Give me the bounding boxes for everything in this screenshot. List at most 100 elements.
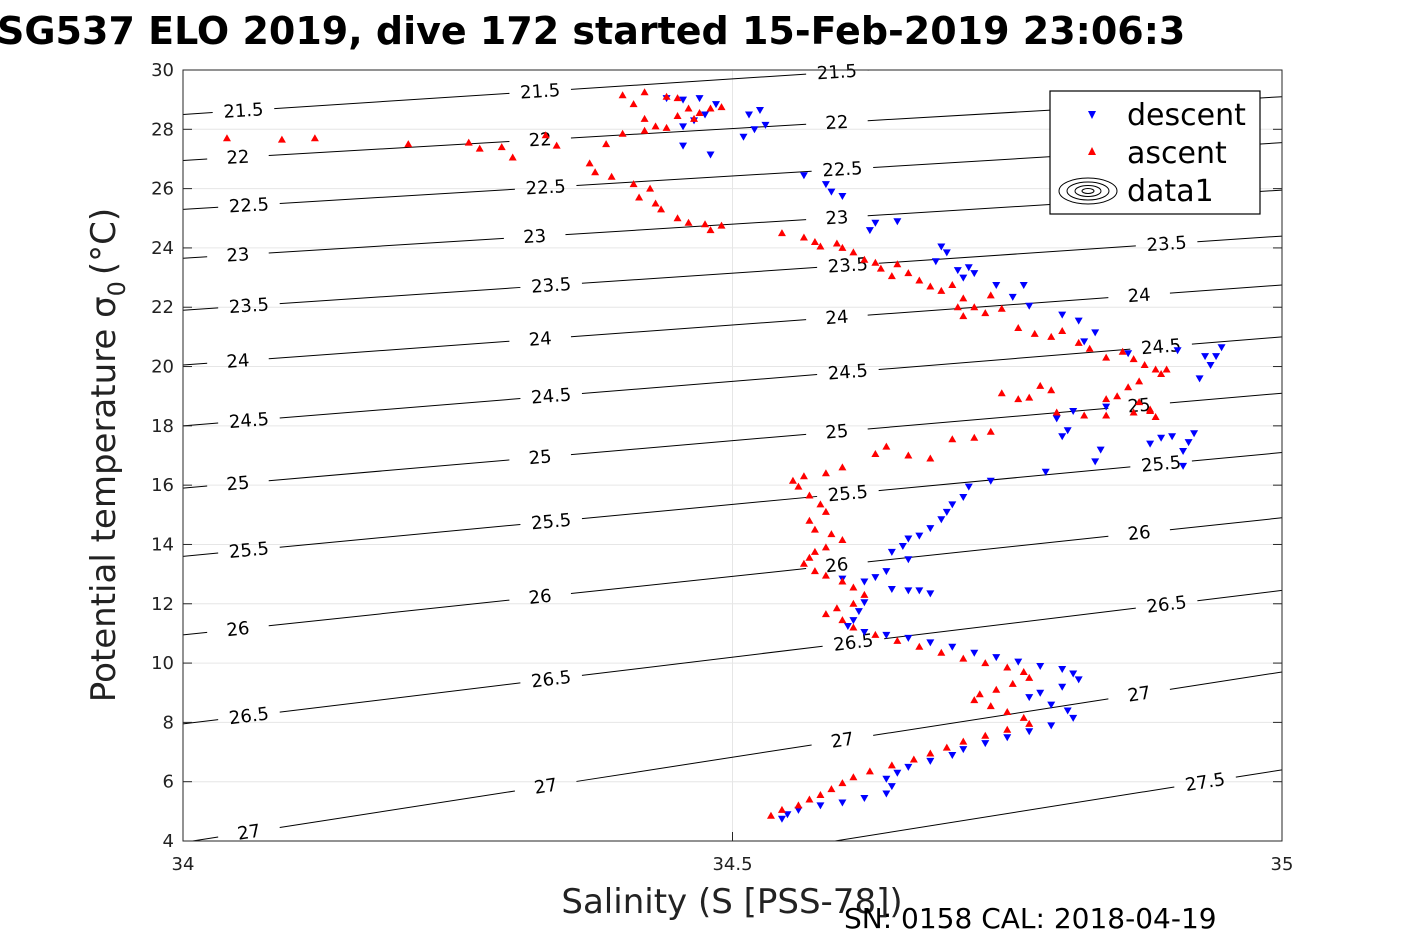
descent-point — [1217, 344, 1226, 352]
x-tick-label: 35 — [1271, 854, 1294, 875]
descent-point — [959, 746, 968, 754]
descent-point — [926, 639, 935, 647]
contour-ellipse-icon — [1058, 177, 1118, 205]
descent-point — [871, 219, 880, 227]
ascent-point — [821, 469, 830, 477]
ascent-point — [1047, 386, 1056, 394]
descent-point — [981, 740, 990, 748]
contour-label: 25.5 — [827, 482, 869, 507]
contour-label: 24.5 — [827, 360, 869, 384]
ascent-point — [981, 659, 990, 667]
ascent-point — [849, 248, 858, 256]
descent-point — [1058, 433, 1067, 441]
ascent-point — [646, 184, 655, 192]
descent-point — [964, 264, 973, 272]
ascent-point — [821, 571, 830, 579]
descent-point — [1168, 433, 1177, 441]
ascent-point — [805, 516, 814, 524]
y-tick-label: 18 — [151, 416, 174, 437]
descent-point — [1184, 439, 1193, 447]
contour-label: 27 — [1126, 682, 1152, 706]
data-series — [222, 88, 1226, 823]
ascent-point — [893, 636, 902, 644]
descent-point — [882, 631, 891, 639]
y-tick-label: 24 — [151, 238, 174, 259]
descent-point — [860, 578, 869, 586]
descent-point — [1206, 362, 1215, 370]
ascent-point — [1113, 392, 1122, 400]
density-contour-line — [279, 682, 521, 713]
ascent-point — [1058, 326, 1067, 334]
descent-point — [794, 806, 803, 814]
ascent-point — [849, 773, 858, 781]
descent-point — [1124, 350, 1133, 358]
ascent-point — [640, 88, 649, 96]
density-contour-line — [279, 790, 515, 828]
ascent-point — [1146, 407, 1155, 415]
ascent-point — [832, 239, 841, 247]
legend-item-descent[interactable]: descent — [1088, 98, 1246, 133]
ascent-point — [887, 272, 896, 280]
ascent-point — [591, 168, 600, 176]
ascent-point — [1074, 338, 1083, 346]
ascent-point — [953, 303, 962, 311]
contour-label: 26.5 — [832, 630, 874, 656]
contour-label: 26.5 — [1146, 592, 1188, 618]
contour-label: 22.5 — [525, 176, 566, 199]
y-tick-label: 22 — [151, 297, 174, 318]
density-contour-line — [873, 698, 1109, 736]
ascent-point — [1157, 369, 1166, 377]
descent-marker-icon — [1088, 111, 1096, 119]
descent-point — [1036, 663, 1045, 671]
descent-point — [1063, 707, 1072, 715]
ascent-point — [821, 543, 830, 551]
ascent-point — [821, 610, 830, 618]
density-contour-line — [570, 123, 807, 139]
ascent-point — [882, 442, 891, 450]
ascent-point — [799, 472, 808, 480]
descent-point — [904, 634, 913, 642]
ascent-point — [1025, 393, 1034, 401]
descent-point — [1091, 458, 1100, 466]
ascent-point — [937, 286, 946, 294]
descent-point — [1025, 694, 1034, 702]
legend-item-data1[interactable]: data1 — [1058, 174, 1214, 209]
contour-label: 25 — [528, 446, 553, 469]
descent-point — [1157, 434, 1166, 442]
ascent-point — [1135, 377, 1144, 385]
ascent-point — [1003, 663, 1012, 671]
descent-point — [1058, 683, 1067, 691]
descent-point — [992, 654, 1001, 662]
ascent-point — [673, 111, 682, 119]
descent-point — [904, 556, 913, 564]
descent-point — [706, 151, 715, 159]
descent-point — [860, 795, 869, 803]
ascent-point — [541, 131, 550, 139]
descent-point — [915, 532, 924, 540]
contour-label: 23.5 — [228, 294, 269, 318]
ascent-point — [1080, 411, 1089, 419]
legend[interactable]: descent ascent data1 — [1049, 90, 1261, 215]
descent-point — [865, 227, 874, 235]
descent-point — [904, 587, 913, 595]
density-contour-line — [581, 266, 818, 284]
density-contour-line — [570, 319, 807, 338]
descent-point — [1019, 281, 1028, 289]
ascent-point — [662, 123, 671, 131]
descent-point — [1063, 427, 1072, 435]
ascent-point — [915, 276, 924, 284]
ascent-point — [904, 451, 913, 459]
ascent-point — [816, 791, 825, 799]
ascent-point — [695, 108, 704, 116]
density-contour-line — [1169, 517, 1282, 531]
descent-point — [783, 811, 792, 819]
descent-point — [887, 548, 896, 556]
descent-point — [948, 643, 957, 651]
legend-item-ascent[interactable]: ascent — [1088, 136, 1227, 171]
y-tick-label: 26 — [151, 179, 174, 200]
density-contour-line — [581, 374, 818, 395]
ascent-point — [1030, 329, 1039, 337]
ascent-point — [717, 221, 726, 229]
ascent-point — [1151, 365, 1160, 373]
ascent-point — [640, 126, 649, 134]
